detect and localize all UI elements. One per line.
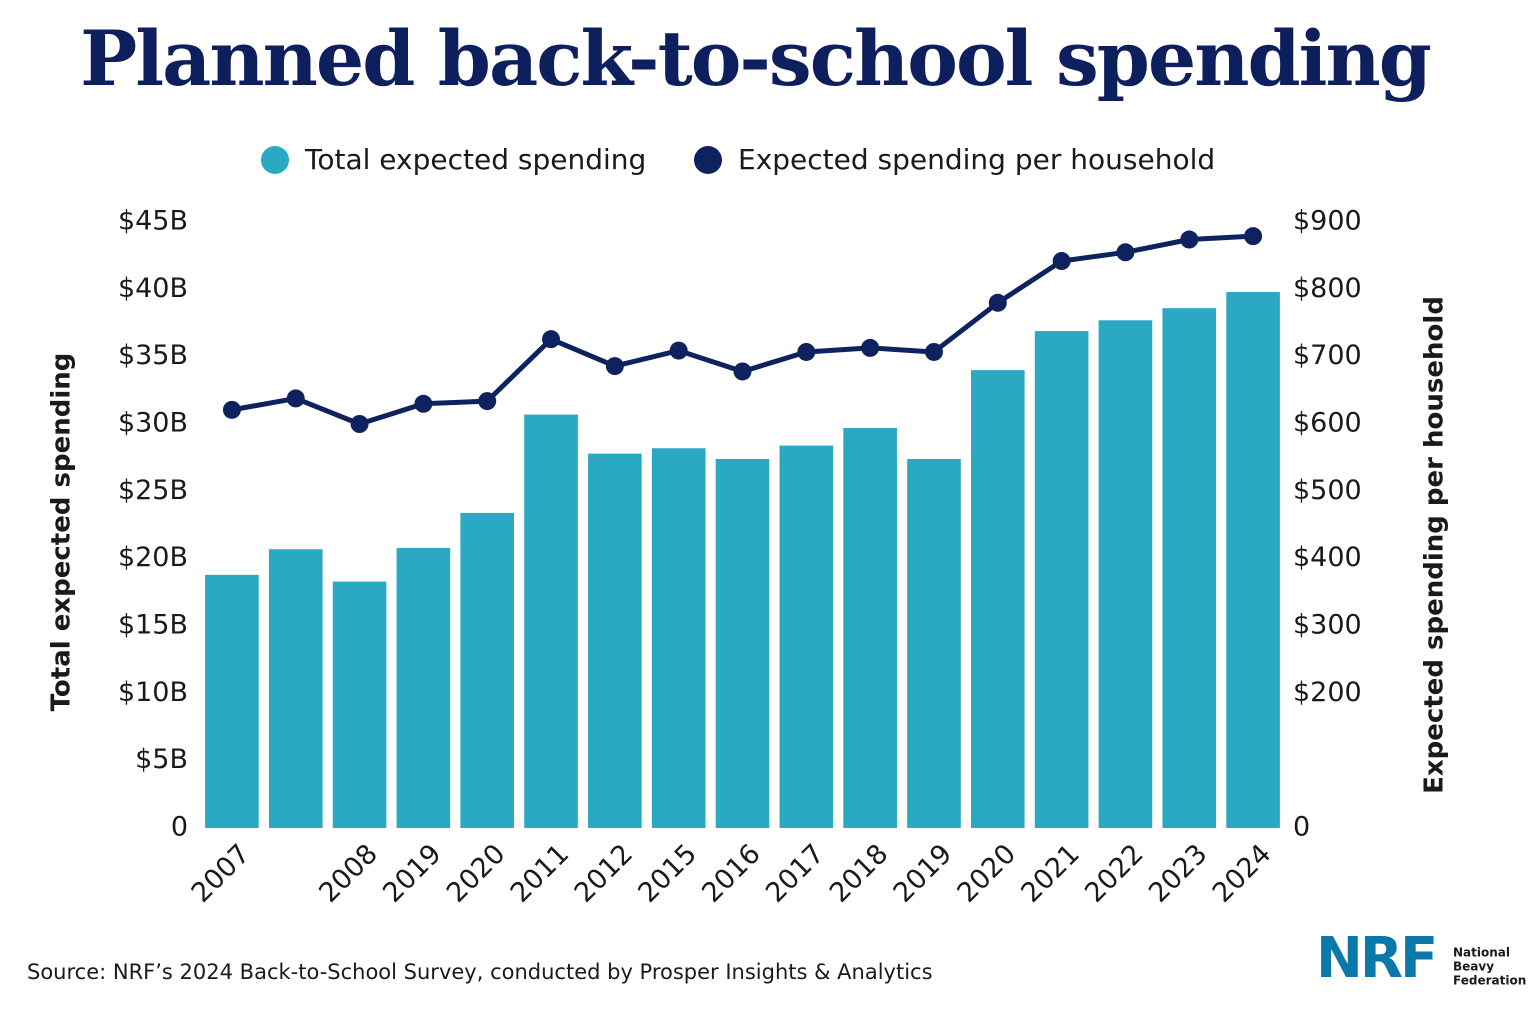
bar [588,453,642,828]
bar [1226,292,1280,828]
bar [524,414,578,828]
y-axis-label: Total expected spending [47,353,77,712]
y-tick-label: $30B [118,408,188,439]
x-tick-label: 2016 [696,838,767,909]
logo-text: Beavy [1453,960,1494,974]
bar [460,512,515,828]
bar [907,459,961,828]
x-tick-label: 2017 [760,838,831,909]
logo-text: National [1453,946,1510,960]
y2-tick-label: $900 [1293,206,1362,237]
x-tick-label: 2020 [441,838,512,909]
line-marker [542,330,561,349]
line-marker [350,415,369,433]
y2-tick-label: 0 [1293,812,1310,843]
line-marker [286,389,305,408]
line-marker [605,357,624,376]
bar [1098,320,1153,828]
x-tick-label: 2008 [313,838,384,909]
x-tick-label: 2020 [952,838,1023,909]
x-tick-label: 2024 [1207,838,1278,909]
line-marker [222,400,241,419]
x-tick-label: 2022 [1079,838,1150,909]
y-tick-label: $15B [118,610,188,641]
bar [843,428,897,828]
logo-text: Federation [1453,974,1526,988]
y2-axis-label: Expected spending per household [1420,296,1450,794]
legend-swatch [261,146,289,174]
legend-label: Expected spending per household [738,143,1215,176]
bar [268,549,323,828]
bar [396,547,451,828]
y-tick-label: $10B [118,677,188,708]
legend-swatch [694,146,722,174]
y-tick-label: $40B [118,273,188,304]
x-tick-label: 2012 [569,838,640,909]
line-marker [924,342,943,361]
y-tick-label: $45B [118,206,188,237]
x-tick-label: 2015 [632,838,703,909]
y-tick-label: $5B [135,744,188,775]
line-marker [861,338,880,357]
bar [205,574,259,828]
line-marker [1180,230,1199,249]
y-tick-label: $25B [118,475,188,506]
line-marker [1244,227,1263,246]
y2-tick-label: $200 [1293,677,1362,708]
bar [1162,308,1217,829]
line-marker [988,293,1007,312]
legend-label: Total expected spending [304,143,646,176]
bar [1034,331,1089,828]
x-tick-label: 2021 [1015,838,1086,909]
line-marker [414,394,433,413]
line-marker [478,392,497,411]
x-tick-label: 2011 [505,838,576,909]
x-tick-label: 2007 [186,838,257,909]
bar [970,370,1025,828]
line-marker [733,362,752,381]
y2-tick-label: $800 [1293,273,1362,304]
y2-tick-label: $700 [1293,340,1362,371]
line-marker [1116,243,1135,262]
line-marker [669,341,688,360]
y2-tick-label: $500 [1293,475,1362,506]
y-tick-label: 0 [171,812,188,843]
bar [779,445,834,828]
y-tick-label: $35B [118,340,188,371]
x-tick-label: 2018 [824,838,895,909]
line-marker [797,342,816,361]
x-tick-label: 2019 [888,838,959,909]
bar [651,448,706,828]
y2-tick-label: $300 [1293,610,1362,641]
chart-title: Planned back-to-school spending [80,14,1431,103]
line-marker [1052,252,1071,271]
bar [332,581,387,828]
y2-tick-label: $400 [1293,542,1362,573]
x-tick-label: 2019 [377,838,448,909]
y-tick-label: $20B [118,542,188,573]
bar [715,459,770,828]
logo-mark: NRF [1316,926,1435,991]
y2-tick-label: $600 [1293,408,1362,439]
x-tick-label: 2023 [1143,838,1214,909]
source-note: Source: NRF’s 2024 Back-to-School Survey… [27,960,933,984]
